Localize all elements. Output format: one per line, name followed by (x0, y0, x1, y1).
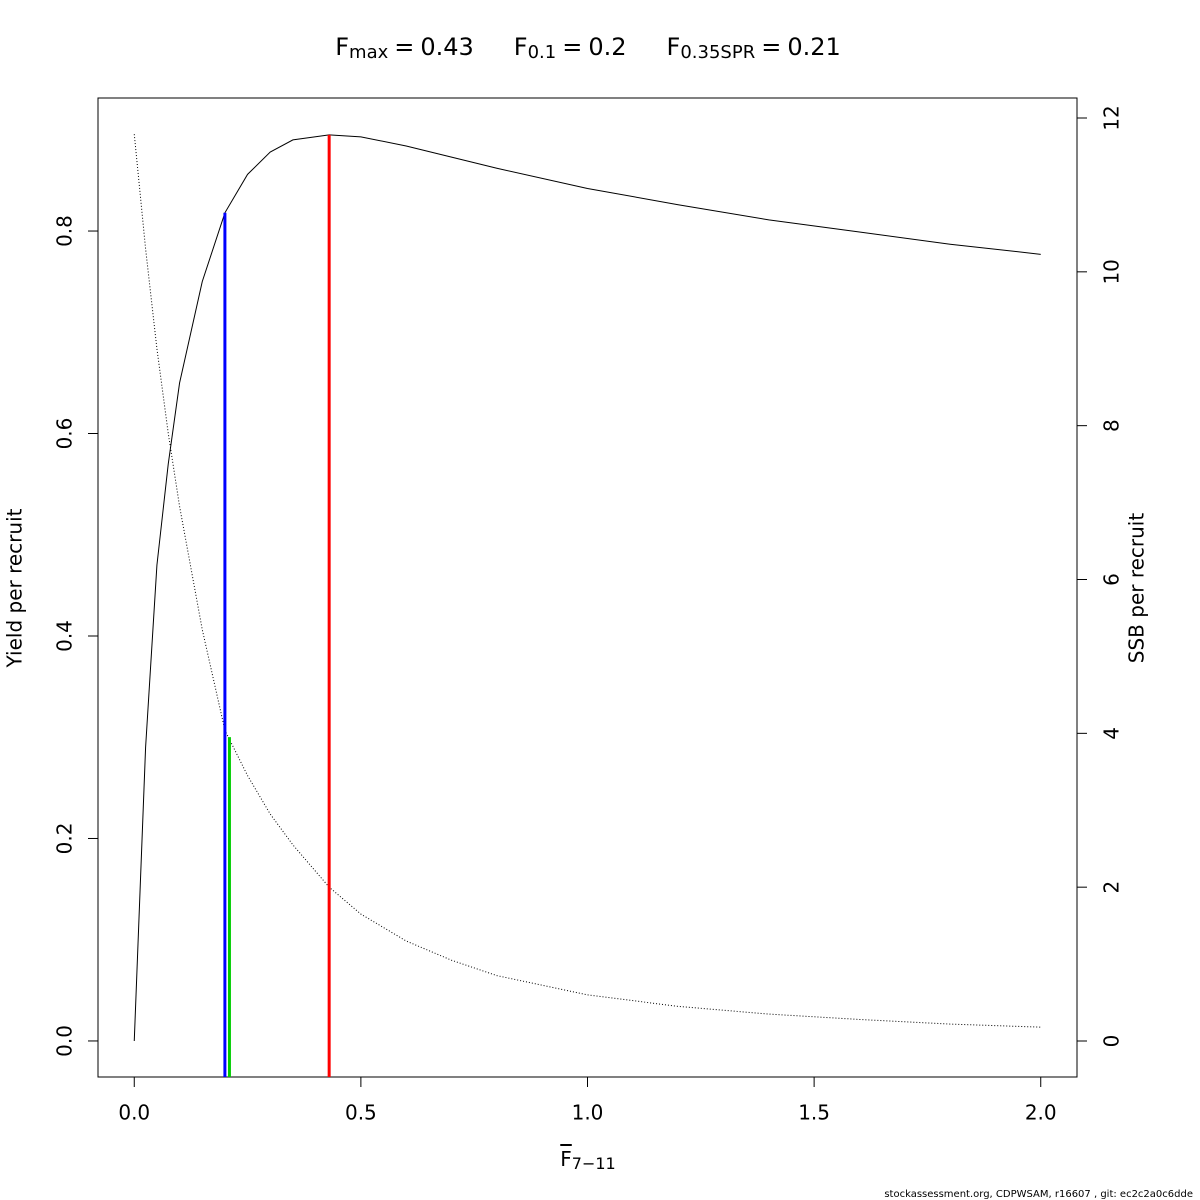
x-tick-label: 1.5 (798, 1101, 830, 1125)
y2-tick-label: 4 (1100, 727, 1124, 740)
y2-tick-label: 8 (1100, 419, 1124, 432)
y2-tick-label: 2 (1100, 881, 1124, 894)
x-axis-label: F7−11 (560, 1147, 615, 1174)
x-tick-label: 1.0 (572, 1101, 604, 1125)
title-value: 0.21 (787, 33, 840, 61)
x-label-subscript: 7−11 (572, 1154, 616, 1173)
y2-tick-label: 10 (1100, 259, 1124, 284)
y2-tick-label: 12 (1100, 105, 1124, 130)
y-tick-label: 0.8 (53, 215, 77, 247)
y-axis-label: Yield per recruit (3, 508, 27, 668)
series-line (133, 134, 1041, 1028)
title-equals: = (394, 33, 414, 61)
title-equals: = (562, 33, 582, 61)
x-label-symbol: F (560, 1147, 572, 1171)
title-symbol: F (335, 33, 349, 61)
plot-box (97, 97, 1078, 1078)
title-value: 0.43 (420, 33, 473, 61)
y2-tick-label: 0 (1100, 1035, 1124, 1048)
title-value: 0.2 (588, 33, 626, 61)
y2-tick-label: 6 (1100, 573, 1124, 586)
title-subscript: max (349, 42, 389, 63)
y-tick-label: 0.0 (53, 1025, 77, 1057)
chart-title: Fmax = 0.43 F0.1 = 0.2 F0.35SPR = 0.21 (335, 33, 841, 63)
series-line (133, 134, 1041, 1041)
y-tick-label: 0.6 (53, 418, 77, 450)
title-subscript: 0.35SPR (680, 42, 755, 63)
footer: stockassessment.org, CDPWSAM, r16607 , g… (884, 1189, 1193, 1200)
title-symbol: F (514, 33, 528, 61)
title-subscript: 0.1 (528, 42, 557, 63)
y-tick-label: 0.2 (53, 823, 77, 855)
x-tick-label: 0.0 (118, 1101, 150, 1125)
y-tick-label: 0.4 (53, 620, 77, 652)
y2-axis-label: SSB per recruit (1125, 513, 1149, 664)
title-symbol: F (667, 33, 681, 61)
x-tick-label: 0.5 (345, 1101, 377, 1125)
title-equals: = (761, 33, 781, 61)
x-tick-label: 2.0 (1025, 1101, 1057, 1125)
